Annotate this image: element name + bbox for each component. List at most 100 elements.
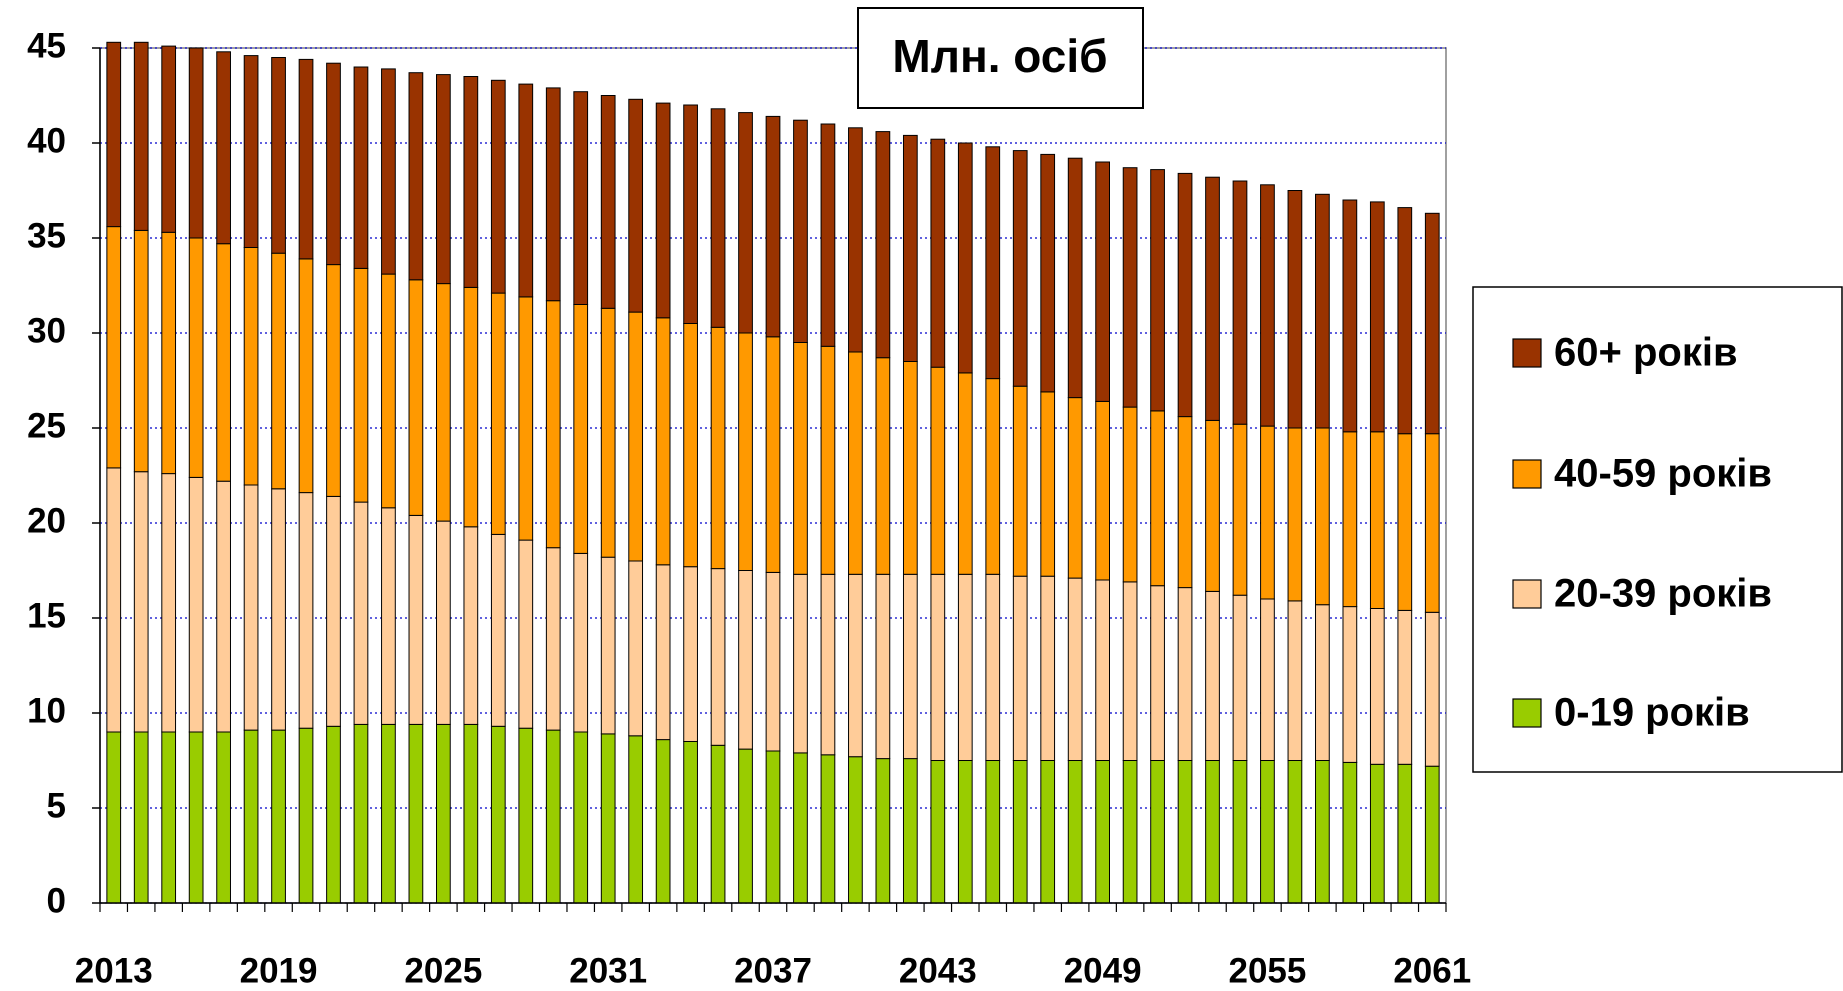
bar-segment: [848, 351, 863, 575]
bar-segment: [353, 723, 369, 904]
bar-segment: [848, 756, 863, 904]
bar-segment: [1260, 425, 1275, 600]
bar-segment: [902, 134, 918, 362]
bar-segment: [1232, 423, 1248, 596]
bar-segment: [1369, 608, 1385, 765]
bar-segment: [600, 95, 616, 309]
bar-segment: [1040, 760, 1056, 904]
bar-segment: [1342, 431, 1358, 608]
bar-segment: [875, 573, 891, 760]
bar-segment: [765, 571, 781, 752]
bar-segment: [902, 573, 918, 760]
bar-segment: [1369, 763, 1385, 904]
bar-segment: [133, 41, 149, 231]
bar-segment: [793, 342, 808, 575]
bar-segment: [408, 723, 424, 904]
bar-segment: [738, 112, 753, 334]
bar-segment: [1122, 760, 1138, 904]
bar-segment: [1369, 431, 1385, 609]
bar-segment: [381, 68, 396, 275]
bar-segment: [1177, 587, 1193, 761]
y-tick-label: 15: [27, 596, 66, 635]
bar-segment: [738, 332, 753, 571]
bar-segment: [353, 267, 369, 503]
x-tick-label: 2055: [1229, 951, 1307, 990]
bar-segment: [161, 45, 177, 233]
bar-segment: [161, 731, 177, 904]
bar-segment: [573, 304, 589, 554]
bar-segment: [1315, 193, 1330, 429]
bar-segment: [765, 115, 781, 338]
bar-segment: [655, 564, 671, 741]
x-tick-label: 2013: [75, 951, 153, 990]
bar-segment: [930, 138, 946, 368]
bar-segment: [628, 311, 644, 562]
bar-segment: [490, 79, 506, 294]
bar-segment: [710, 326, 726, 570]
bar-segment: [188, 237, 204, 478]
bar-segment: [381, 723, 396, 904]
bar-segment: [683, 104, 698, 324]
bar-segment: [1095, 760, 1110, 904]
bar-segment: [820, 345, 836, 575]
bar-segment: [573, 552, 589, 733]
bar-segment: [1177, 760, 1193, 904]
x-tick-label: 2037: [734, 951, 812, 990]
bar-segment: [875, 357, 891, 575]
bar-segment: [820, 754, 836, 904]
bar-segment: [930, 366, 946, 575]
bar-segment: [326, 725, 341, 904]
bar-segment: [463, 286, 479, 528]
legend-label: 60+ років: [1554, 331, 1738, 375]
bar-segment: [243, 484, 259, 731]
bar-segment: [381, 507, 396, 725]
bar-segment: [545, 300, 561, 549]
bar-segment: [1012, 385, 1028, 577]
bar-segment: [875, 131, 891, 359]
bar-segment: [545, 547, 561, 731]
y-tick-label: 40: [27, 121, 66, 160]
bar-segment: [957, 573, 973, 761]
bar-segment: [133, 731, 149, 904]
bar-segment: [271, 488, 286, 731]
bar-segment: [518, 539, 534, 729]
bar-segment: [957, 372, 973, 575]
y-tick-label: 20: [27, 501, 66, 540]
bar-segment: [1424, 433, 1440, 613]
bar-segment: [985, 573, 1001, 761]
bar-segment: [1095, 161, 1110, 402]
bar-segment: [436, 283, 451, 522]
bar-segment: [436, 723, 451, 904]
bar-segment: [1067, 577, 1083, 761]
bar-segment: [1397, 433, 1413, 611]
bar-segment: [902, 361, 918, 575]
bar-segment: [820, 123, 836, 347]
bar-segment: [271, 252, 286, 490]
bar-segment: [1287, 760, 1303, 904]
bar-segment: [298, 58, 314, 260]
bar-segment: [408, 514, 424, 725]
bar-segment: [1177, 172, 1193, 418]
bar-segment: [106, 41, 122, 228]
bar-segment: [1232, 760, 1248, 904]
legend-label: 20-39 років: [1554, 572, 1772, 616]
legend-swatch: [1512, 579, 1542, 609]
bar-segment: [1260, 184, 1275, 427]
bar-segment: [985, 146, 1001, 380]
x-tick-label: 2025: [404, 951, 482, 990]
bar-segment: [1397, 207, 1413, 435]
bar-segment: [518, 83, 534, 298]
legend-swatch: [1512, 338, 1542, 368]
bar-segment: [545, 729, 561, 904]
bar-segment: [353, 501, 369, 725]
bar-segment: [710, 108, 726, 328]
bar-segment: [1205, 760, 1220, 904]
bar-segment: [1342, 199, 1358, 433]
bar-segment: [518, 296, 534, 541]
bar-segment: [1205, 176, 1220, 421]
bar-segment: [1040, 153, 1056, 393]
y-tick-label: 0: [47, 881, 66, 920]
title-box: [857, 7, 1144, 109]
x-tick-label: 2031: [569, 951, 647, 990]
